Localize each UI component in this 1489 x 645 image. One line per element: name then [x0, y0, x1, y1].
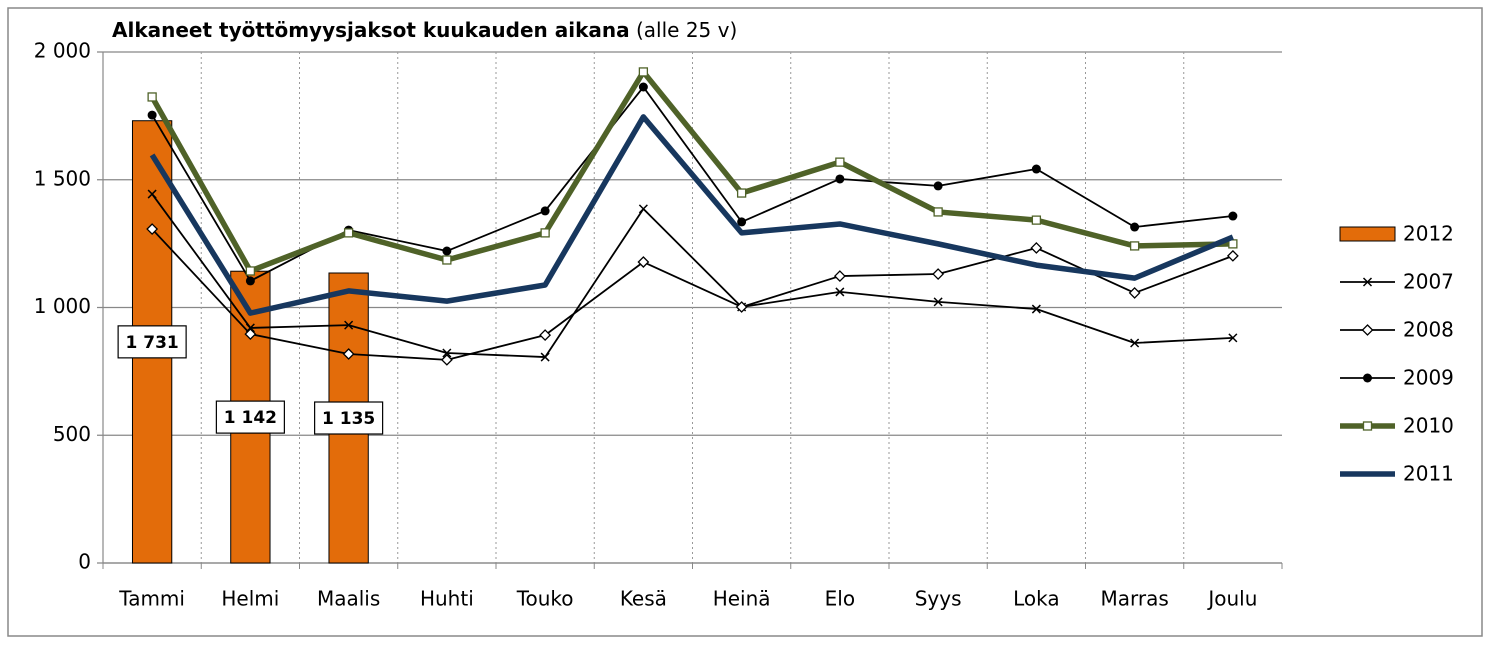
marker-square	[1129, 241, 1140, 251]
data-label-box	[117, 325, 187, 359]
data-label: 1 731	[126, 333, 179, 353]
marker-diamond	[440, 353, 453, 366]
y-tick-label: 0	[78, 550, 91, 574]
line	[151, 228, 1234, 361]
marker-square	[1031, 215, 1042, 225]
legend-label: 2012	[1403, 222, 1454, 246]
marker-diamond	[1030, 242, 1043, 254]
marker-square	[147, 92, 157, 102]
x-tick-label: Heinä	[713, 587, 771, 611]
legend-label: 2011	[1403, 462, 1454, 486]
marker-circle	[1031, 164, 1041, 174]
marker-diamond	[637, 256, 650, 268]
data-label-box	[215, 400, 285, 434]
marker-x	[147, 189, 157, 199]
marker-circle	[835, 174, 845, 184]
marker-circle	[442, 246, 452, 256]
x-tick-label: Touko	[516, 587, 574, 611]
marker-diamond	[735, 301, 748, 313]
marker-x	[1031, 304, 1041, 314]
marker-circle	[933, 181, 943, 191]
marker-diamond	[244, 328, 257, 340]
marker-square	[933, 207, 943, 217]
x-tick-label: Loka	[1013, 587, 1060, 611]
marker-circle	[245, 276, 255, 286]
x-tick-label: Huhti	[420, 587, 474, 611]
data-label: 1 135	[322, 409, 375, 429]
marker-diamond	[539, 329, 552, 342]
marker-diamond	[1361, 324, 1374, 336]
marker-square	[245, 266, 256, 276]
marker-square	[835, 157, 845, 167]
marker-circle	[1130, 222, 1140, 232]
legend-label: 2008	[1403, 318, 1454, 342]
marker-x	[1228, 333, 1238, 343]
marker-diamond	[1226, 249, 1239, 262]
legend-label: 2007	[1403, 270, 1454, 294]
marker-diamond	[1128, 287, 1141, 299]
legend-label: 2010	[1403, 414, 1454, 438]
x-tick-label: Syys	[915, 587, 962, 611]
marker-x	[540, 352, 550, 362]
marker-square	[1362, 421, 1373, 431]
legend-label: 2009	[1403, 366, 1454, 390]
marker-x	[638, 204, 648, 214]
data-label: 1 142	[224, 408, 277, 428]
marker-circle	[737, 217, 747, 227]
marker-x	[933, 297, 943, 307]
marker-x	[835, 287, 845, 297]
line	[149, 114, 1234, 316]
title-main: Alkaneet työttömyysjaksot kuukauden aika…	[112, 18, 630, 42]
marker-x	[344, 320, 354, 330]
y-tick-label: 1 500	[34, 166, 91, 190]
y-tick-label: 2 000	[34, 39, 91, 63]
marker-circle	[1228, 211, 1238, 221]
chart-title: Alkaneet työttömyysjaksot kuukauden aika…	[112, 18, 737, 42]
marker-square	[638, 67, 649, 77]
marker-square	[540, 228, 550, 238]
legend-swatch	[1339, 226, 1396, 242]
y-tick-label: 1 000	[34, 294, 91, 318]
marker-diamond	[932, 268, 945, 280]
marker-x	[1130, 338, 1140, 348]
x-tick-label: Marras	[1100, 587, 1168, 611]
line	[151, 193, 1233, 358]
marker-circle	[1363, 373, 1372, 383]
marker-square	[343, 228, 354, 238]
marker-x	[442, 348, 452, 358]
marker-square	[736, 188, 747, 198]
chart-frame	[7, 7, 1483, 637]
marker-diamond	[146, 223, 159, 235]
marker-diamond	[833, 270, 846, 282]
x-tick-label: Maalis	[317, 587, 380, 611]
marker-circle	[540, 206, 550, 216]
title-suffix: (alle 25 v)	[636, 18, 737, 42]
x-tick-label: Elo	[825, 587, 855, 611]
marker-circle	[638, 82, 648, 92]
x-tick-label: Tammi	[118, 587, 185, 611]
marker-x	[1362, 277, 1373, 287]
marker-square	[442, 255, 452, 265]
x-tick-label: Helmi	[221, 587, 279, 611]
marker-diamond	[342, 348, 355, 360]
y-tick-label: 500	[53, 422, 91, 446]
data-label-box	[314, 401, 384, 435]
line	[149, 69, 1233, 274]
x-tick-label: Kesä	[620, 587, 667, 611]
x-tick-label: Joulu	[1206, 587, 1257, 611]
marker-circle	[147, 110, 157, 120]
